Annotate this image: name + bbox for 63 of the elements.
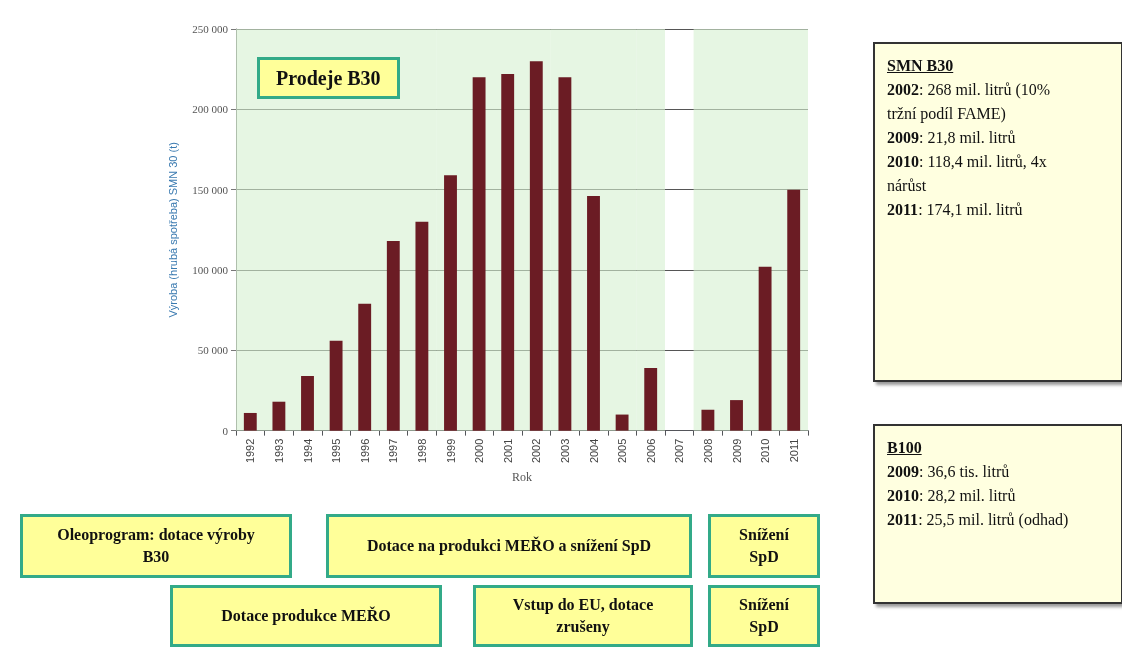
bar — [444, 175, 457, 431]
bar — [587, 196, 600, 431]
x-tick-label: 2000 — [473, 438, 486, 464]
x-tick-label: 1998 — [415, 438, 428, 464]
bar — [501, 73, 515, 431]
text: Snížení SpD — [708, 514, 820, 578]
x-tick-label: 1994 — [301, 438, 314, 464]
bar — [644, 367, 658, 431]
bar — [329, 340, 343, 431]
bar — [558, 77, 572, 431]
x-axis-title: Rok — [511, 470, 533, 484]
x-tick-label: 2008 — [701, 438, 714, 464]
text: SMN B30 — [887, 56, 955, 76]
y-tick-label: 150 000 — [192, 183, 229, 196]
y-tick-label: 100 000 — [192, 263, 229, 276]
bar — [615, 414, 629, 431]
text: 2011: 174,1 mil. litrů — [887, 200, 1024, 220]
bar — [358, 303, 372, 431]
x-tick-label: 1995 — [330, 438, 343, 464]
x-tick-label: 1997 — [387, 438, 400, 464]
bar — [386, 241, 400, 431]
text: Snížení SpD — [708, 585, 820, 647]
x-tick-label: 1992 — [244, 438, 257, 464]
bar — [787, 189, 801, 431]
y-tick-label: 0 — [222, 424, 229, 437]
x-tick-label: 1999 — [444, 438, 457, 464]
bar — [758, 266, 772, 431]
x-tick-label: 2001 — [501, 438, 514, 464]
text: 2002: 268 mil. litrů (10% tržní podíl FAME) — [887, 80, 1052, 125]
y-tick-label: 50 000 — [197, 344, 229, 357]
y-tick-label: 200 000 — [192, 103, 229, 116]
text: Dotace na produkci MEŘO a snížení SpD — [326, 514, 692, 578]
text: 2010: 118,4 mil. litrů, 4x nárůst — [887, 152, 1048, 196]
bar — [243, 412, 257, 431]
y-axis-title: Výroba (hrubá spotřeba) SMN 30 (t) — [166, 142, 179, 318]
x-tick-label: 2002 — [530, 438, 543, 464]
x-tick-label: 1996 — [358, 438, 371, 464]
x-tick-label: 2010 — [759, 438, 772, 464]
text: Dotace produkce MEŘO — [170, 585, 442, 647]
bar — [301, 376, 314, 431]
y-tick-label: 250 000 — [192, 23, 229, 35]
text: 2010: 28,2 mil. litrů — [887, 486, 1017, 506]
bar — [415, 221, 429, 431]
bar — [529, 61, 543, 431]
x-tick-label: 2007 — [673, 438, 686, 464]
text: 2009: 36,6 tis. litrů — [887, 462, 1011, 482]
x-tick-label: 2009 — [730, 438, 743, 464]
x-tick-label: 2004 — [587, 438, 600, 464]
bar — [701, 409, 715, 431]
bar — [472, 77, 486, 431]
x-tick-label: 2006 — [644, 438, 657, 464]
x-tick-label: 2005 — [616, 438, 629, 464]
bar — [730, 400, 743, 431]
text: 2011: 25,5 mil. litrů (odhad) — [887, 510, 1070, 531]
bar — [272, 401, 286, 431]
x-tick-label: 2011 — [787, 438, 800, 463]
text: Vstup do EU, dotace zrušeny — [473, 585, 693, 647]
text: Oleoprogram: dotace výroby B30 — [20, 514, 292, 578]
text: 2009: 21,8 mil. litrů — [887, 128, 1017, 148]
x-tick-label: 2003 — [558, 438, 571, 464]
text: Prodeje B30 — [276, 67, 381, 90]
text: B100 — [887, 438, 923, 458]
x-tick-label: 1993 — [272, 438, 285, 464]
